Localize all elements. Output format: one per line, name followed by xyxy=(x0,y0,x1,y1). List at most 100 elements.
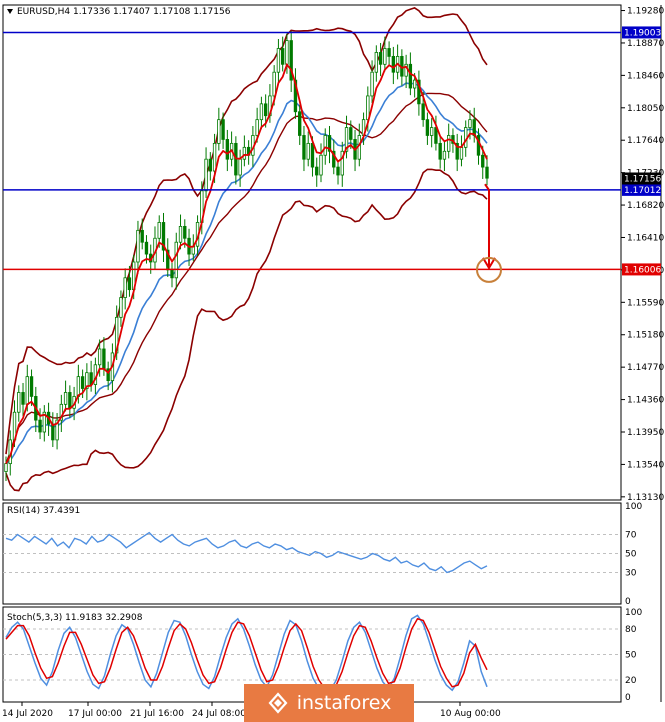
candle-body xyxy=(59,403,64,421)
stoch-signal-line xyxy=(5,617,488,692)
rsi-tick-label: 70 xyxy=(625,531,637,541)
candle-body xyxy=(459,146,464,160)
candle-body xyxy=(25,376,29,405)
candle-body xyxy=(225,139,230,160)
stoch-tick-label: 20 xyxy=(625,676,637,686)
candle-body xyxy=(306,142,310,160)
candle-body xyxy=(421,103,425,121)
candle-body xyxy=(38,419,42,433)
candle-body xyxy=(434,127,438,144)
candle-body xyxy=(140,229,144,243)
candle-body xyxy=(447,135,451,152)
candle-body xyxy=(208,158,212,172)
candle-body xyxy=(42,411,46,433)
candle-body xyxy=(76,376,81,397)
price-tick-label: 1.15180 xyxy=(627,331,664,341)
stoch-main-line xyxy=(5,614,488,694)
candle-body xyxy=(289,40,293,81)
forecast-arrow-head xyxy=(482,257,496,270)
time-tick-label: 14 Jul 2020 xyxy=(2,709,53,719)
candle-body xyxy=(332,150,336,168)
candle-body xyxy=(272,71,276,97)
candle-body xyxy=(4,463,8,472)
rsi-tick-label: 50 xyxy=(625,550,637,560)
bollinger-upper-line xyxy=(5,7,488,455)
price-tick-label: 1.13540 xyxy=(627,460,664,470)
candle-body xyxy=(417,79,421,105)
candle-body xyxy=(344,127,349,152)
candle-body xyxy=(336,166,340,176)
candle-body xyxy=(119,297,123,318)
candle-body xyxy=(370,71,374,97)
candle-body xyxy=(455,142,459,160)
candle-body xyxy=(285,40,289,65)
rsi-header-label: RSI(14) 37.4391 xyxy=(7,506,80,516)
current-price-box xyxy=(622,172,661,185)
forecast-target-circle xyxy=(476,256,502,283)
candle-body xyxy=(259,103,264,121)
candle-body xyxy=(327,135,332,152)
price-tick-label: 1.16820 xyxy=(627,201,664,211)
chart-header-label: EURUSD,H4 1.17336 1.17407 1.17108 1.1715… xyxy=(17,7,231,17)
stoch-tick-label: 100 xyxy=(625,608,642,618)
candle-body xyxy=(340,150,344,176)
candle-body xyxy=(485,166,489,179)
candle-body xyxy=(204,158,208,192)
main-chart-pane xyxy=(2,4,622,501)
candle-body xyxy=(315,166,319,176)
candle-body xyxy=(183,226,187,239)
candle-body xyxy=(323,135,327,156)
candle-body xyxy=(144,241,149,255)
candle-body xyxy=(442,150,447,160)
candle-body xyxy=(255,119,259,136)
price-tick-label: 1.18050 xyxy=(627,104,664,114)
price-tick-label: 1.14360 xyxy=(627,396,664,406)
watermark-text: instaforex xyxy=(296,692,392,714)
rsi-tick-label: 30 xyxy=(625,569,637,579)
candle-body xyxy=(85,372,89,389)
ema-slow-line xyxy=(5,82,488,465)
candle-body xyxy=(391,55,396,73)
bollinger-lower-line xyxy=(5,168,488,492)
candle-body xyxy=(170,269,174,279)
price-tick-label: 1.13950 xyxy=(627,428,664,438)
candle-body xyxy=(302,135,306,160)
price-tick-label: 1.14770 xyxy=(627,363,664,373)
rsi-line xyxy=(5,531,488,574)
stoch-tick-label: 80 xyxy=(625,625,637,635)
stoch-header-label: Stoch(5,3,3) 11.9183 32.2908 xyxy=(7,613,143,623)
candle-body xyxy=(157,222,161,239)
rsi-tick-label: 0 xyxy=(625,597,631,607)
level-price-label: 1.19003 xyxy=(624,28,661,38)
candle-body xyxy=(97,348,102,366)
candle-body xyxy=(136,229,140,263)
level-price-label: 1.16006 xyxy=(624,265,661,275)
candle-body xyxy=(276,48,281,73)
candle-body xyxy=(221,119,225,140)
instaforex-logo-icon xyxy=(267,692,289,714)
candle-body xyxy=(238,158,242,176)
candle-body xyxy=(68,392,72,409)
rsi-tick-label: 100 xyxy=(625,502,642,512)
price-tick-label: 1.18870 xyxy=(627,39,664,49)
candle-body xyxy=(106,368,110,381)
candle-body xyxy=(412,79,417,89)
candle-body xyxy=(161,222,166,251)
level-price-box xyxy=(622,263,661,276)
candle-body xyxy=(310,142,315,168)
candle-body xyxy=(263,103,268,117)
candle-body xyxy=(425,119,430,136)
price-tick-label: 1.17640 xyxy=(627,136,664,146)
current-price-label: 1.17156 xyxy=(624,174,661,184)
candle-body xyxy=(29,376,34,397)
price-tick-label: 1.13130 xyxy=(627,493,664,503)
candle-body xyxy=(472,119,476,136)
candle-body xyxy=(438,142,442,160)
candle-body xyxy=(17,392,21,413)
level-price-box xyxy=(622,26,661,39)
candle-body xyxy=(378,52,383,65)
instaforex-watermark: instaforex xyxy=(244,684,414,722)
candle-body xyxy=(281,48,285,65)
candle-body xyxy=(123,277,127,298)
